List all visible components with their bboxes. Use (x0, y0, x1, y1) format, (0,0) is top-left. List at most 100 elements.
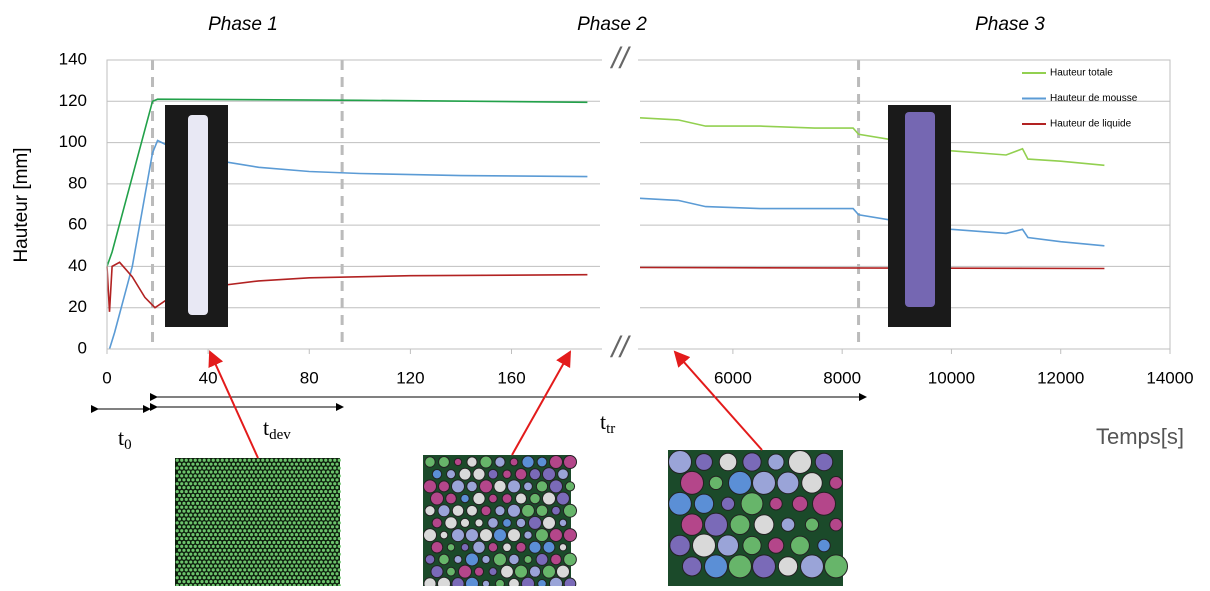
bubble (279, 576, 283, 580)
break-mark: // (610, 42, 631, 75)
bubble (222, 556, 227, 560)
bubble (207, 529, 211, 533)
bubble (285, 533, 290, 537)
bubble (263, 580, 267, 584)
bubble (191, 580, 195, 584)
bubble (202, 576, 206, 580)
bubble (297, 474, 301, 478)
bubble (249, 517, 254, 521)
bubble (202, 521, 206, 525)
bubble (229, 458, 233, 462)
bubble (718, 452, 738, 472)
bubble (294, 478, 299, 482)
bubble (254, 572, 258, 576)
bubble (542, 515, 556, 530)
bubble (321, 509, 326, 513)
bubble (252, 489, 256, 494)
bubble (319, 552, 323, 556)
bubble (202, 536, 206, 541)
bubble (198, 466, 202, 470)
bubble (263, 533, 267, 537)
bubble (191, 548, 195, 552)
bubble (231, 525, 236, 529)
bubble (238, 458, 242, 462)
bubble (281, 580, 285, 584)
bubble (227, 470, 231, 474)
bubble (297, 489, 301, 494)
bubble (319, 576, 323, 580)
bubble (333, 513, 337, 517)
bubble (189, 560, 193, 564)
bubble (285, 572, 290, 576)
bubble (216, 521, 220, 525)
bubble (211, 466, 215, 470)
bubble (245, 462, 249, 466)
bubble (193, 505, 197, 509)
bubble (243, 458, 247, 462)
bubble (220, 536, 224, 541)
bubble (317, 486, 321, 490)
bubble (319, 560, 323, 564)
series-line (639, 197, 1105, 247)
bubble (227, 493, 231, 498)
bubble (195, 525, 200, 529)
duration-label: t0 (118, 425, 132, 453)
legend-label: Hauteur de mousse (1050, 93, 1138, 104)
bubble (258, 509, 263, 513)
bubble (211, 513, 215, 517)
bubble (186, 540, 191, 545)
bubble (198, 513, 202, 517)
bubble (279, 466, 283, 470)
bubble (229, 568, 233, 572)
bubble (299, 470, 303, 474)
bubble (315, 489, 319, 494)
bubble (236, 548, 240, 552)
bubble (216, 560, 220, 564)
bubble (272, 548, 276, 552)
bubble (213, 470, 218, 474)
x-tick-label: 160 (497, 368, 525, 387)
bubble (254, 525, 258, 529)
bubble (321, 533, 326, 537)
bubble (265, 513, 269, 517)
bubble (218, 556, 222, 560)
bubble (195, 556, 200, 560)
bubble (281, 509, 285, 513)
bubble (326, 525, 330, 529)
bubble (276, 580, 281, 584)
bubble (252, 536, 256, 541)
bubble (274, 544, 278, 548)
bubble (243, 544, 247, 548)
bubble (195, 486, 200, 490)
bubble (218, 564, 222, 568)
bubble (333, 466, 337, 470)
bubble (270, 529, 274, 533)
bubble (209, 509, 213, 513)
bubble (481, 579, 491, 588)
bubble (193, 482, 197, 486)
bubble (335, 556, 339, 560)
bubble (563, 552, 577, 567)
bubble (285, 540, 290, 545)
bubble (209, 493, 213, 498)
bubble (254, 548, 258, 552)
bubble (207, 474, 211, 478)
bubble (186, 572, 191, 576)
bubble (193, 576, 197, 580)
bubble (312, 533, 317, 537)
pointer-arrow (673, 350, 763, 451)
bubble (249, 548, 254, 552)
bubble (245, 540, 249, 545)
bubble (247, 576, 251, 580)
bubble (182, 564, 186, 568)
bubble (306, 536, 310, 541)
bubble (528, 468, 542, 481)
bubble (209, 478, 213, 482)
bubble (549, 479, 563, 494)
bubble (249, 501, 254, 505)
bubble (261, 544, 265, 548)
bubble (227, 533, 231, 537)
bubble (184, 505, 188, 509)
bubble (330, 517, 335, 521)
bubble (249, 470, 254, 474)
